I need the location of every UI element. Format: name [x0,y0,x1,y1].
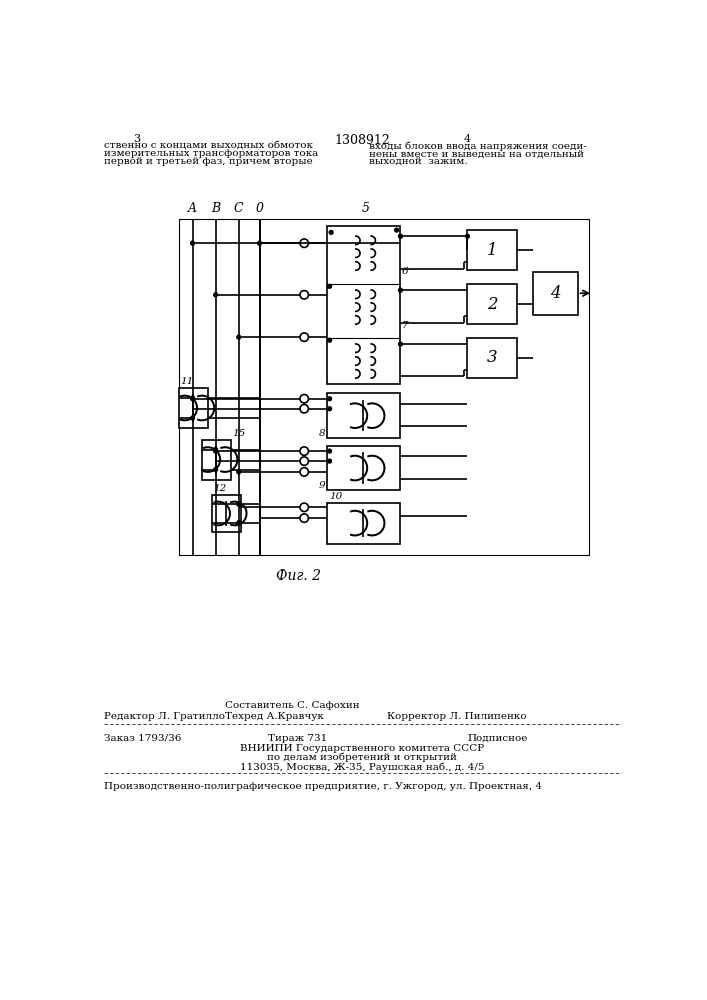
Text: 10: 10 [329,492,342,501]
Bar [467,284,518,324]
Bar [327,446,400,490]
Circle shape [300,395,308,403]
Bar [327,503,400,544]
Circle shape [191,241,194,245]
Text: ственно с концами выходных обмоток: ственно с концами выходных обмоток [104,142,313,151]
Circle shape [300,239,308,247]
Text: 12: 12 [214,484,226,493]
Bar [327,393,400,438]
Text: Техред А.Кравчук: Техред А.Кравчук [225,712,324,721]
Circle shape [399,288,402,292]
Text: A: A [188,202,197,215]
Circle shape [327,449,332,453]
Bar [467,230,518,270]
Bar [212,495,241,532]
Circle shape [214,449,218,453]
Text: Составитель С. Сафохин: Составитель С. Сафохин [225,701,360,710]
Text: B: B [211,202,220,215]
Circle shape [300,333,308,341]
Text: 1: 1 [487,242,498,259]
Circle shape [214,468,218,472]
Circle shape [327,397,332,401]
Circle shape [327,459,332,463]
Circle shape [327,338,332,342]
Circle shape [300,457,308,465]
Bar [467,338,518,378]
Bar [533,272,578,315]
Circle shape [327,407,332,411]
Circle shape [300,468,308,476]
Circle shape [191,397,194,401]
Text: 3: 3 [487,349,498,366]
Text: 113035, Москва, Ж-35, Раушская наб., д. 4/5: 113035, Москва, Ж-35, Раушская наб., д. … [240,762,484,772]
Text: первой и третьей фаз, причем вторые: первой и третьей фаз, причем вторые [104,157,312,166]
Text: 5: 5 [362,202,370,215]
Text: C: C [234,202,244,215]
Circle shape [399,342,402,346]
Circle shape [300,514,308,522]
Circle shape [300,291,308,299]
Text: 11: 11 [180,377,194,386]
Circle shape [465,234,469,238]
Circle shape [257,241,262,245]
Text: 6: 6 [402,267,409,276]
Text: входы блоков ввода напряжения соеди-: входы блоков ввода напряжения соеди- [369,142,587,151]
Text: ВНИИПИ Государственного комитета СССР: ВНИИПИ Государственного комитета СССР [240,744,484,753]
Text: Заказ 1793/36: Заказ 1793/36 [104,734,182,743]
Bar [201,440,231,480]
Text: 2: 2 [487,296,498,313]
Text: 1308912: 1308912 [334,134,390,147]
Text: 4: 4 [464,134,471,144]
Text: 0: 0 [255,202,264,215]
Text: Подписное: Подписное [467,734,528,743]
Circle shape [237,502,240,506]
Circle shape [399,234,402,238]
Text: 9: 9 [319,481,326,490]
Text: по делам изобретений и открытий: по делам изобретений и открытий [267,753,457,762]
Circle shape [329,230,333,234]
Text: 8: 8 [319,429,326,438]
Text: выходной  зажим.: выходной зажим. [369,157,467,166]
Text: Фиг. 2: Фиг. 2 [276,569,320,583]
Circle shape [395,228,399,232]
Text: 15: 15 [233,429,246,438]
Circle shape [237,521,240,525]
Text: измерительных трансформаторов тока: измерительных трансформаторов тока [104,149,318,158]
Text: Производственно-полиграфическое предприятие, г. Ужгород, ул. Проектная, 4: Производственно-полиграфическое предприя… [104,782,542,791]
Circle shape [300,503,308,512]
Circle shape [191,416,194,420]
Circle shape [214,448,218,451]
Text: Тираж 731: Тираж 731 [269,734,327,743]
Circle shape [214,293,218,297]
Text: Корректор Л. Пилипенко: Корректор Л. Пилипенко [387,712,526,721]
Circle shape [191,396,194,400]
Circle shape [300,405,308,413]
Text: 3: 3 [133,134,140,144]
Circle shape [327,284,332,288]
Bar [327,226,400,384]
Text: 7: 7 [402,321,409,330]
Text: Редактор Л. Гратилло: Редактор Л. Гратилло [104,712,225,721]
Circle shape [237,335,240,339]
Circle shape [300,447,308,455]
Text: нены вместе и выведены на отдельный: нены вместе и выведены на отдельный [369,149,584,158]
Bar [179,388,208,428]
Circle shape [237,470,240,474]
Bar [179,219,589,555]
Text: 4: 4 [550,285,561,302]
